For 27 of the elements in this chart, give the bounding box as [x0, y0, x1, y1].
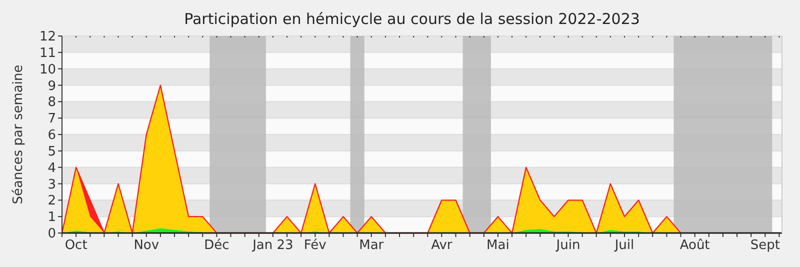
x-tick-label: Juil	[614, 238, 634, 253]
y-tick-label: 2	[48, 194, 56, 209]
y-tick-label: 7	[48, 112, 56, 127]
x-tick-label: Mai	[486, 238, 510, 253]
y-tick-label: 1	[48, 210, 56, 226]
x-tick-label: Sept	[750, 238, 780, 253]
y-tick-label: 12	[39, 30, 56, 44]
y-tick-label: 10	[39, 62, 56, 78]
y-tick-label: 6	[48, 128, 56, 143]
x-tick-label: Jan 23	[252, 238, 294, 253]
x-tick-label: Oct	[64, 238, 88, 253]
y-tick-label: 11	[39, 46, 56, 61]
y-tick-label: 4	[48, 160, 56, 176]
x-tick-label: Mar	[359, 238, 384, 253]
x-tick-label: Nov	[134, 238, 160, 253]
x-tick-label: Fév	[304, 238, 327, 253]
x-tick-label: Déc	[204, 238, 230, 253]
y-tick-label: 3	[48, 177, 56, 192]
x-tick-label: Avr	[431, 238, 453, 253]
x-tick-label: Août	[680, 238, 710, 253]
x-tick-label: Juin	[555, 238, 580, 253]
chart-title: Participation en hémicycle au cours de la session 2022-2023	[184, 10, 640, 28]
y-tick-label: 5	[48, 144, 56, 160]
y-tick-label: 8	[48, 95, 56, 110]
y-tick-label: 9	[48, 78, 56, 94]
y-axis-title: Séances par semaine	[11, 64, 26, 204]
y-tick-label: 0	[48, 226, 56, 242]
